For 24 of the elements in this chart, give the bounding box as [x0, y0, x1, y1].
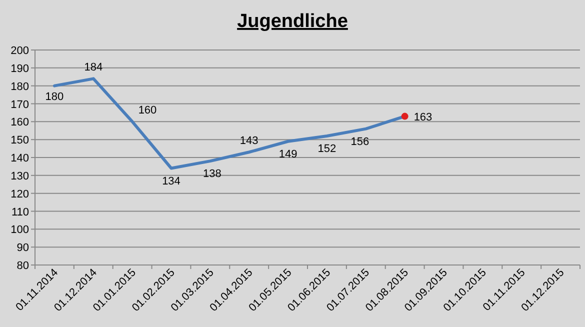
y-tick-label: 80	[16, 260, 29, 272]
data-label: 152	[318, 143, 336, 155]
data-label: 149	[278, 148, 298, 160]
data-label: 138	[203, 168, 222, 180]
y-tick-label: 110	[11, 206, 29, 218]
y-tick-label: 170	[10, 98, 29, 111]
data-label: 160	[138, 104, 157, 117]
data-label: 134	[162, 175, 180, 188]
data-label: 156	[350, 136, 370, 148]
y-tick-label: 120	[10, 188, 29, 200]
y-tick-label: 180	[10, 80, 29, 93]
y-tick-label: 140	[10, 152, 29, 164]
y-tick-label: 190	[10, 62, 29, 75]
data-label: 163	[414, 111, 432, 124]
y-tick-label: 90	[16, 242, 29, 254]
data-label: 184	[84, 62, 103, 74]
y-tick-label: 200	[10, 45, 29, 57]
y-tick-label: 130	[10, 170, 29, 182]
data-label: 180	[45, 90, 64, 103]
y-tick-label: 150	[10, 134, 29, 147]
chart-title: Jugendliche	[237, 11, 348, 32]
data-label: 143	[240, 135, 258, 148]
y-tick-label: 160	[10, 116, 29, 129]
y-tick-label: 100	[10, 224, 29, 236]
